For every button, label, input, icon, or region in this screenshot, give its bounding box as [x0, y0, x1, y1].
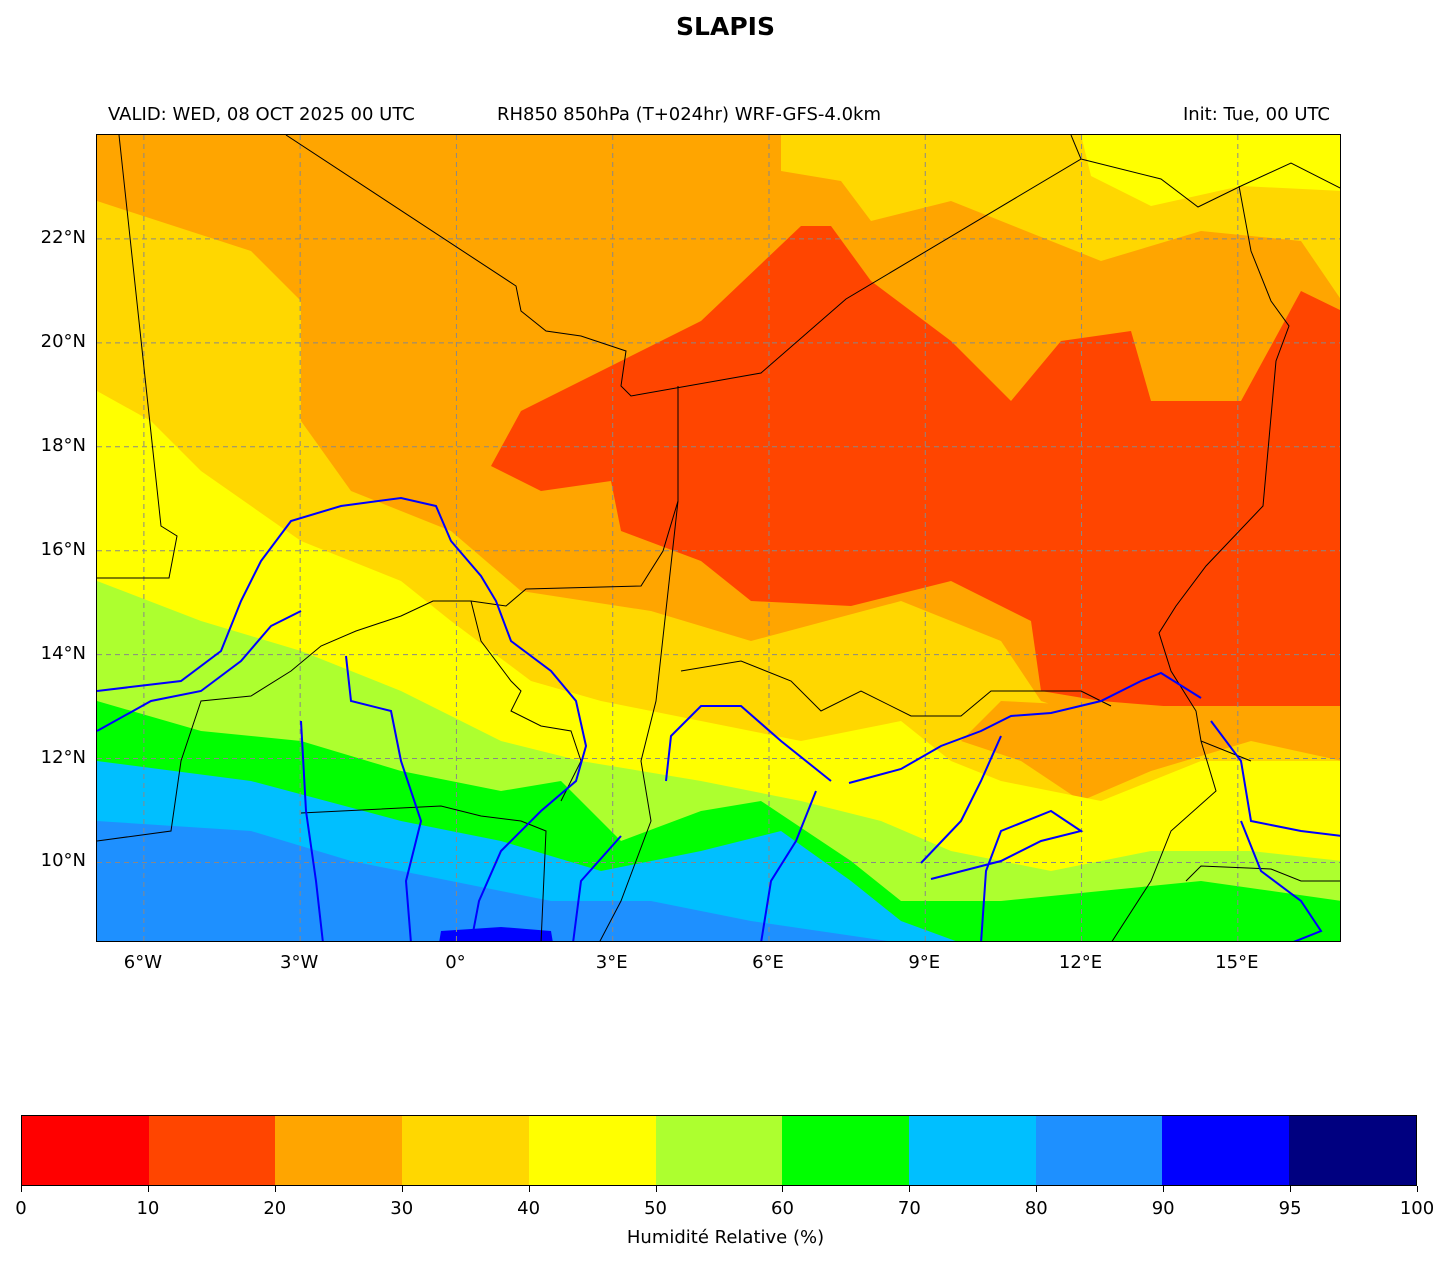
colorbar-tick-mark [1036, 1186, 1038, 1192]
init-time: Init: Tue, 00 UTC [1182, 104, 1330, 125]
lat-tick-label: 10°N [40, 850, 86, 872]
colorbar-segment [148, 1116, 276, 1185]
lat-tick-label: 20°N [40, 330, 86, 352]
colorbar-tick-label: 10 [136, 1198, 160, 1219]
lon-tick-label: 0° [445, 952, 466, 973]
rh-80-90-band [97, 821, 888, 941]
lat-tick-label: 12°N [40, 746, 86, 768]
rh-20-30-southeast [961, 701, 1340, 801]
country-borders [97, 135, 1340, 941]
colorbar-tick-label: 60 [771, 1198, 794, 1219]
colorbar-tick-label: 30 [390, 1198, 414, 1219]
colorbar-segment [1035, 1116, 1163, 1185]
colorbar-tick-label: 0 [15, 1198, 27, 1219]
colorbar-tick-label: 80 [1024, 1198, 1048, 1219]
colorbar-segment [782, 1116, 910, 1185]
colorbar-segment [402, 1116, 529, 1185]
lat-tick-label: 22°N [40, 226, 86, 248]
rivers [97, 496, 1340, 941]
colorbar-segment [22, 1116, 149, 1185]
colorbar-segment [655, 1116, 783, 1185]
lon-tick-label: 9°E [908, 952, 941, 973]
lon-tick-label: 15°E [1215, 952, 1259, 973]
colorbar-tick-mark [401, 1186, 403, 1192]
figure-title: SLAPIS [676, 12, 775, 41]
lon-tick-label: 3°E [595, 952, 628, 973]
lat-tick-label: 18°N [40, 434, 86, 456]
colorbar-tick-mark [21, 1186, 22, 1192]
colorbar [21, 1115, 1417, 1186]
colorbar-tick-mark [1417, 1186, 1418, 1192]
colorbar-tick-mark [528, 1186, 530, 1192]
colorbar-tick-label: 90 [1151, 1198, 1175, 1219]
colorbar-segment [1289, 1116, 1416, 1185]
colorbar-tick-mark [147, 1186, 149, 1192]
lon-tick-label: 6°E [752, 952, 784, 973]
colorbar-tick-mark [909, 1186, 911, 1192]
colorbar-tick-label: 70 [897, 1198, 921, 1219]
colorbar-label: Humidité Relative (%) [626, 1227, 825, 1248]
colorbar-tick-mark [1163, 1186, 1165, 1192]
colorbar-segment [909, 1116, 1036, 1185]
colorbar-segment [528, 1116, 656, 1185]
colorbar-tick-mark [782, 1186, 784, 1192]
lon-tick-label: 3°W [280, 952, 319, 973]
colorbar-tick-label: 40 [517, 1198, 541, 1219]
lat-tick-label: 16°N [40, 538, 86, 560]
lon-tick-label: 6°W [123, 952, 162, 973]
rh-40-50-north [1081, 135, 1340, 206]
colorbar-tick-mark [1290, 1186, 1292, 1192]
rh-map [96, 134, 1341, 942]
rh-90-95-patch [439, 927, 553, 941]
rh-10-20-region [491, 226, 1340, 709]
colorbar-tick-label: 20 [263, 1198, 287, 1219]
colorbar-tick-label: 95 [1278, 1198, 1302, 1219]
colorbar-tick-mark [655, 1186, 657, 1192]
field-description: RH850 850hPa (T+024hr) WRF-GFS-4.0km [497, 104, 881, 125]
valid-time: VALID: WED, 08 OCT 2025 00 UTC [108, 104, 415, 125]
colorbar-segment [275, 1116, 403, 1185]
colorbar-tick-label: 100 [1399, 1198, 1435, 1219]
gridlines [97, 135, 1340, 941]
colorbar-tick-label: 50 [644, 1198, 667, 1219]
colorbar-tick-mark [274, 1186, 276, 1192]
colorbar-segment [1162, 1116, 1290, 1185]
lat-tick-label: 14°N [40, 642, 86, 664]
lon-tick-label: 12°E [1058, 952, 1103, 973]
